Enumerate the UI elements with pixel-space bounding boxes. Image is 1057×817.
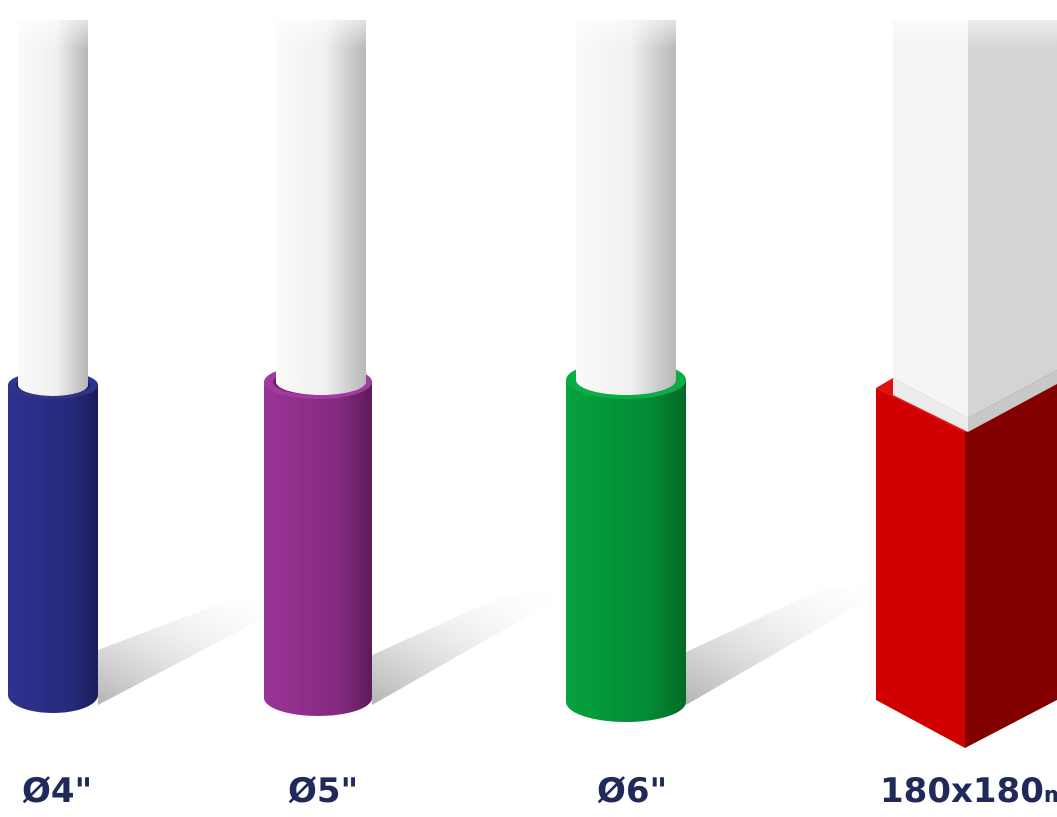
size-label-text: 180x180 xyxy=(880,771,1044,811)
post-unit-180mm xyxy=(876,0,1057,748)
post-unit-5in xyxy=(264,0,372,716)
size-label-6in: Ø6" xyxy=(597,770,667,817)
post-unit-6in xyxy=(566,0,686,722)
size-label-text: Ø5" xyxy=(288,771,359,811)
post-unit-4in xyxy=(8,0,98,713)
shadow xyxy=(372,595,580,705)
size-label-4in: Ø4" xyxy=(22,770,92,817)
size-label-180mm: 180x180mm xyxy=(880,770,1057,817)
size-label-text: Ø6" xyxy=(597,771,668,811)
sleeve-4in xyxy=(8,385,98,713)
sleeve-180mm xyxy=(876,388,965,748)
size-label-5in: Ø5" xyxy=(288,770,358,817)
sleeve-6in xyxy=(566,380,686,722)
sleeve-5in xyxy=(264,382,372,716)
size-label-text: Ø4" xyxy=(22,771,93,811)
shadow xyxy=(686,585,900,705)
size-label-unit: mm xyxy=(1043,783,1057,808)
shadow xyxy=(98,600,300,705)
